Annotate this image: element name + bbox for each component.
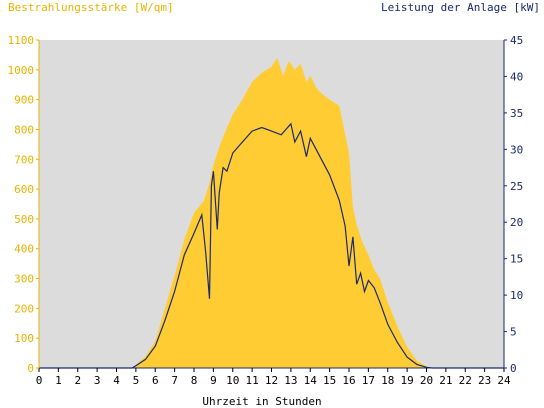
left-tick-label: 200 [14, 302, 34, 315]
x-tick-label: 17 [362, 374, 375, 387]
x-tick-label: 0 [36, 374, 43, 387]
x-tick-label: 12 [265, 374, 278, 387]
left-tick-label: 1100 [8, 34, 35, 47]
x-tick-label: 16 [342, 374, 355, 387]
x-tick-label: 18 [381, 374, 394, 387]
right-tick-label: 30 [510, 143, 523, 156]
right-axis-title: Leistung der Anlage [kW] [381, 1, 540, 14]
left-axis-title: Bestrahlungsstärke [W/qm] [8, 1, 174, 14]
right-tick-label: 40 [510, 70, 523, 83]
left-tick-label: 100 [14, 332, 34, 345]
left-tick-label: 700 [14, 153, 34, 166]
right-tick-label: 15 [510, 253, 523, 266]
x-tick-label: 5 [133, 374, 140, 387]
left-tick-label: 800 [14, 123, 34, 136]
right-tick-label: 45 [510, 34, 523, 47]
x-tick-label: 24 [497, 374, 511, 387]
power-line [39, 122, 504, 369]
left-ticks-group: 0 100 200 300 400 500 600 700 800 900 1000 1100 [8, 34, 39, 375]
power-line-group [39, 122, 504, 369]
x-tick-label: 6 [152, 374, 159, 387]
x-tick-label: 15 [323, 374, 336, 387]
x-tick-label: 22 [459, 374, 472, 387]
x-tick-label: 19 [401, 374, 414, 387]
x-tick-label: 20 [420, 374, 433, 387]
right-ticks-group: 0 5 10 15 20 25 30 35 40 45 [504, 34, 523, 375]
x-tick-label: 21 [439, 374, 452, 387]
right-tick-label: 25 [510, 180, 523, 193]
left-tick-label: 1000 [8, 64, 35, 77]
x-ticks-group: 0 1 2 3 4 5 6 7 8 9 10 11 12 13 14 15 16 17 18 19 20 21 22 23 24 [36, 368, 511, 387]
x-tick-label: 23 [478, 374, 491, 387]
x-axis-title: Uhrzeit in Stunden [202, 395, 321, 408]
left-tick-label: 900 [14, 94, 34, 107]
left-tick-label: 500 [14, 213, 34, 226]
left-tick-label: 400 [14, 243, 34, 256]
left-tick-label: 0 [27, 362, 34, 375]
right-tick-label: 35 [510, 107, 523, 120]
right-tick-label: 5 [510, 326, 517, 339]
right-tick-label: 0 [510, 362, 517, 375]
right-tick-label: 20 [510, 216, 523, 229]
x-tick-label: 2 [74, 374, 81, 387]
x-tick-label: 3 [94, 374, 101, 387]
x-tick-label: 4 [113, 374, 120, 387]
x-tick-label: 8 [191, 374, 198, 387]
x-tick-label: 7 [171, 374, 178, 387]
x-tick-label: 11 [246, 374, 259, 387]
left-tick-label: 600 [14, 183, 34, 196]
left-tick-label: 300 [14, 273, 34, 286]
irradiance-area [39, 57, 504, 369]
x-tick-label: 1 [55, 374, 62, 387]
right-tick-label: 10 [510, 289, 523, 302]
irradiance-area-group [39, 57, 504, 369]
x-tick-label: 13 [284, 374, 297, 387]
x-tick-label: 10 [226, 374, 239, 387]
x-tick-label: 9 [210, 374, 217, 387]
x-tick-label: 14 [304, 374, 318, 387]
